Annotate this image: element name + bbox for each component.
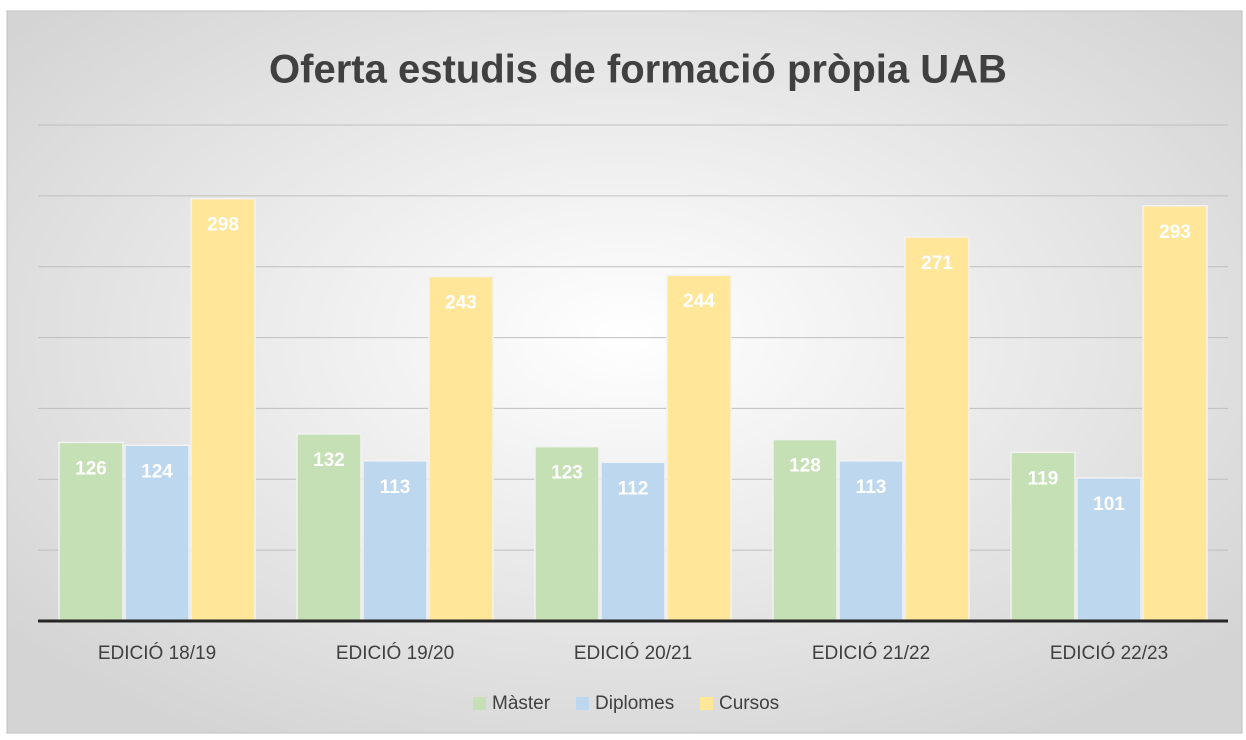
legend-swatch [700,697,713,710]
bar [124,444,190,622]
bar [428,275,494,622]
data-label: 113 [856,477,887,498]
bar [296,433,362,622]
legend-swatch [473,697,486,710]
data-label: 113 [380,477,411,498]
bar [904,236,970,622]
bar [58,441,124,622]
x-tick-label: EDICIÓ 21/22 [812,642,930,664]
data-label: 124 [141,461,173,482]
data-label: 126 [75,458,107,479]
data-label: 132 [313,450,345,471]
bar [362,460,428,622]
x-tick-label: EDICIÓ 18/19 [98,642,216,664]
bar [1010,451,1076,622]
x-tick-label: EDICIÓ 22/23 [1050,642,1168,664]
bar [772,438,838,622]
bar [600,461,666,622]
bar [534,445,600,622]
bar [190,197,256,622]
data-label: 298 [207,215,239,236]
data-label: 119 [1028,468,1059,489]
legend-label: Màster [492,693,551,714]
legend-label: Diplomes [595,693,674,714]
x-tick-label: EDICIÓ 20/21 [574,642,692,664]
chart-title: Oferta estudis de formació pròpia UAB [269,48,1007,92]
data-label: 112 [618,478,649,499]
bar [1076,477,1142,622]
x-tick-label: EDICIÓ 19/20 [336,642,454,664]
data-label: 101 [1093,494,1125,515]
data-label: 123 [551,463,583,484]
bar [1142,205,1208,622]
data-label: 243 [445,293,477,314]
data-label: 271 [921,253,953,274]
legend-label: Cursos [719,693,779,714]
legend-swatch [576,697,589,710]
data-label: 293 [1159,222,1191,243]
data-label: 244 [683,291,715,312]
data-label: 128 [789,456,821,477]
bar [666,274,732,622]
